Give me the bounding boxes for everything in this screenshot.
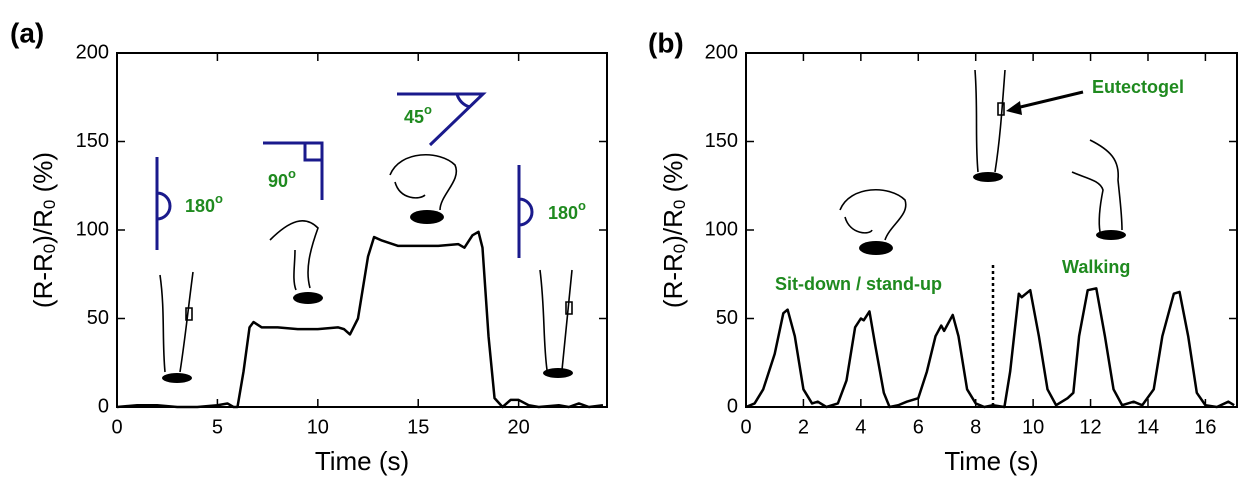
foot xyxy=(293,292,323,304)
leg xyxy=(389,154,458,211)
x-tick-label: 15 xyxy=(407,416,429,438)
y-tick-label: 100 xyxy=(76,218,109,240)
y-tick-label: 50 xyxy=(87,307,109,329)
x-tick-label: 16 xyxy=(1194,416,1216,438)
y-tick-label: 0 xyxy=(98,395,109,417)
annotation-text: Sit-down / stand-up xyxy=(775,274,942,294)
annotation-text: Walking xyxy=(1062,257,1130,277)
y-axis-title: (R-R0)/R0 (%) xyxy=(28,152,60,308)
annotation: 90o xyxy=(268,166,296,190)
subscript: 0 xyxy=(40,200,59,209)
leg xyxy=(974,69,1006,173)
x-axis-title: Time (s) xyxy=(944,446,1038,476)
leg xyxy=(1071,139,1123,233)
data-line xyxy=(745,287,1235,409)
y-tick-label: 150 xyxy=(76,130,109,152)
angle-icon xyxy=(397,92,487,147)
annotation-text: 90 xyxy=(268,171,288,191)
x-tick-label: 10 xyxy=(1022,416,1044,438)
annotation: Walking xyxy=(1062,257,1130,277)
subscript: 0 xyxy=(670,200,689,209)
label-part: (R-R xyxy=(28,253,58,308)
y-tick-label: 200 xyxy=(76,41,109,63)
x-tick-label: 2 xyxy=(798,416,809,438)
angle-icon xyxy=(263,141,324,200)
pointer-arrow xyxy=(1011,90,1084,111)
y-tick-label: 200 xyxy=(705,41,738,63)
x-tick-label: 14 xyxy=(1137,416,1159,438)
leg xyxy=(839,189,907,241)
subscript: 0 xyxy=(40,244,59,253)
annotation-text: 180 xyxy=(548,203,578,223)
panel-label: (b) xyxy=(648,27,684,58)
x-tick-label: 0 xyxy=(111,416,122,438)
x-tick-label: 20 xyxy=(508,416,530,438)
x-tick-label: 6 xyxy=(913,416,924,438)
y-tick-label: 150 xyxy=(705,130,738,152)
x-tick-label: 8 xyxy=(970,416,981,438)
annotation-text: Eutectogel xyxy=(1092,77,1184,97)
x-tick-label: 4 xyxy=(855,416,866,438)
plot-frame xyxy=(745,52,1238,408)
degree-sign: o xyxy=(215,191,223,206)
foot xyxy=(1096,230,1126,240)
label-part: (%) xyxy=(28,152,58,200)
y-tick-label: 50 xyxy=(716,307,738,329)
panel-label: (a) xyxy=(10,17,44,48)
annotation: Sit-down / stand-up xyxy=(775,274,942,294)
x-axis-title: Time (s) xyxy=(315,446,409,476)
x-tick-label: 10 xyxy=(307,416,329,438)
foot xyxy=(410,210,444,224)
arrow-head xyxy=(1006,101,1022,115)
annotation: 180o xyxy=(548,198,586,222)
x-tick-label: 0 xyxy=(740,416,751,438)
x-tick-label: 12 xyxy=(1079,416,1101,438)
degree-sign: o xyxy=(424,102,432,117)
leg xyxy=(539,269,573,371)
leg xyxy=(159,271,194,373)
annotation: Eutectogel xyxy=(1092,77,1184,97)
annotation: 180o xyxy=(185,191,223,215)
label-part: )/R xyxy=(28,209,58,244)
leg xyxy=(269,220,319,291)
subscript: 0 xyxy=(670,244,689,253)
y-tick-label: 100 xyxy=(705,218,738,240)
foot xyxy=(973,172,1003,182)
annotation-text: 45 xyxy=(404,107,424,127)
angle-icon xyxy=(517,165,534,258)
illustrations xyxy=(155,69,1126,407)
annotation-text: 180 xyxy=(185,196,215,216)
annotation: 45o xyxy=(404,102,432,126)
label-part: (%) xyxy=(658,152,688,200)
foot xyxy=(162,373,192,383)
plot-frame xyxy=(116,52,608,408)
data-line xyxy=(116,230,604,409)
foot xyxy=(859,241,893,255)
x-tick-label: 5 xyxy=(212,416,223,438)
degree-sign: o xyxy=(288,166,296,181)
label-part: )/R xyxy=(658,209,688,244)
degree-sign: o xyxy=(578,198,586,213)
label-part: (R-R xyxy=(658,253,688,308)
y-axis-title: (R-R0)/R0 (%) xyxy=(658,152,690,308)
y-tick-label: 0 xyxy=(727,395,738,417)
foot xyxy=(543,368,573,378)
angle-icon xyxy=(155,157,172,250)
